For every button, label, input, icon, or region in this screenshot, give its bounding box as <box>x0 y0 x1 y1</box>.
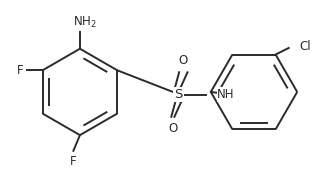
Text: O: O <box>179 54 188 67</box>
Text: O: O <box>168 122 178 135</box>
Text: F: F <box>70 155 77 168</box>
Text: F: F <box>17 64 23 77</box>
Text: NH$_2$: NH$_2$ <box>73 15 97 30</box>
Text: S: S <box>174 88 182 101</box>
Text: NH: NH <box>217 88 235 101</box>
Text: Cl: Cl <box>299 40 311 53</box>
